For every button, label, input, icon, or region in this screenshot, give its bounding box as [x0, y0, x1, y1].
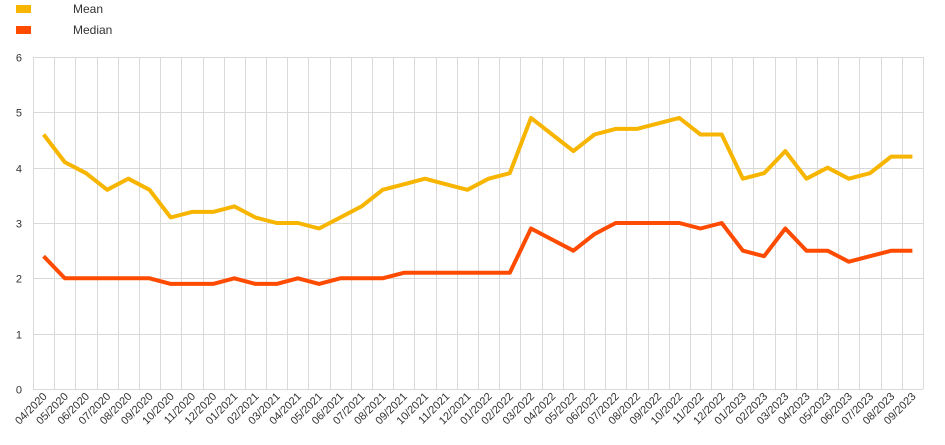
series-line-mean [42, 115, 913, 231]
y-tick-label: 0 [16, 385, 22, 397]
legend-label-mean: Mean [73, 2, 103, 16]
legend-label-median: Median [73, 23, 112, 37]
y-axis: 0 1 2 3 4 5 6 [16, 53, 22, 397]
gridlines [33, 57, 924, 390]
y-tick-label: 6 [16, 53, 22, 65]
y-tick-label: 4 [16, 164, 22, 176]
series-lines [42, 115, 913, 286]
y-tick-label: 1 [16, 330, 22, 342]
legend: Mean Median [16, 2, 112, 37]
series-line-median [42, 221, 913, 286]
legend-swatch-median [16, 26, 31, 34]
y-tick-label: 2 [16, 274, 22, 286]
y-tick-label: 3 [16, 219, 22, 231]
x-axis: 04/202005/202006/202007/202008/202009/20… [13, 391, 918, 428]
y-tick-label: 5 [16, 108, 22, 120]
legend-swatch-mean [16, 5, 31, 13]
